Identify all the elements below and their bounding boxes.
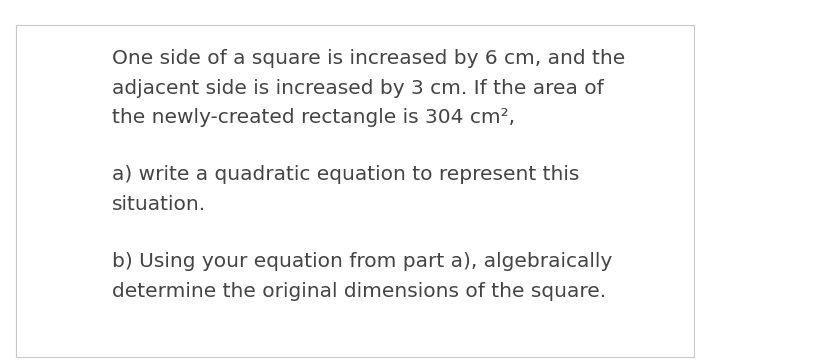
- Text: a) write a quadratic equation to represent this: a) write a quadratic equation to represe…: [112, 165, 579, 184]
- Text: determine the original dimensions of the square.: determine the original dimensions of the…: [112, 282, 605, 301]
- Text: the newly-created rectangle is 304 cm²,: the newly-created rectangle is 304 cm²,: [112, 108, 514, 127]
- Text: One side of a square is increased by 6 cm, and the: One side of a square is increased by 6 c…: [112, 49, 624, 68]
- FancyBboxPatch shape: [16, 25, 694, 357]
- Text: situation.: situation.: [112, 195, 206, 214]
- Text: b) Using your equation from part a), algebraically: b) Using your equation from part a), alg…: [112, 252, 611, 271]
- Text: adjacent side is increased by 3 cm. If the area of: adjacent side is increased by 3 cm. If t…: [112, 78, 603, 97]
